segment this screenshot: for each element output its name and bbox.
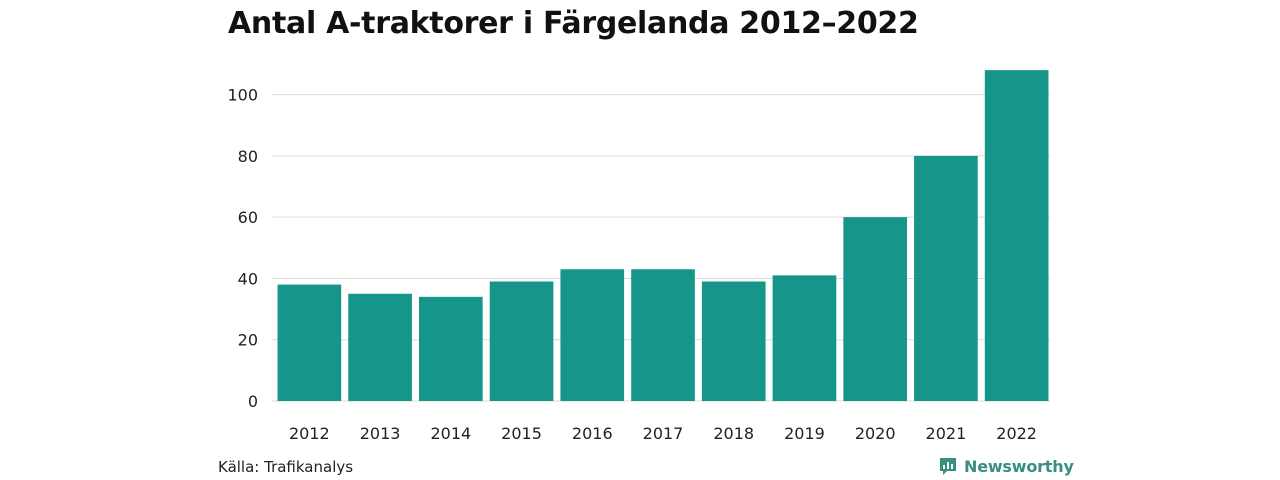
- bar-2019: [772, 275, 837, 401]
- x-tick-label: 2015: [501, 424, 542, 443]
- x-tick-label: 2019: [784, 424, 825, 443]
- x-tick-label: 2013: [360, 424, 401, 443]
- y-axis-tick-labels: 0 20 40 60 80 100: [227, 86, 258, 411]
- bar-2012: [277, 284, 342, 401]
- x-tick-label: 2014: [430, 424, 471, 443]
- bar-2018: [701, 281, 766, 401]
- y-tick-label: 100: [227, 86, 258, 105]
- bar-2013: [348, 293, 412, 401]
- bar-2015: [489, 281, 554, 401]
- x-tick-label: 2022: [996, 424, 1037, 443]
- x-tick-label: 2020: [855, 424, 896, 443]
- x-tick-label: 2021: [926, 424, 967, 443]
- y-tick-label: 60: [238, 208, 258, 227]
- y-tick-label: 40: [238, 269, 258, 288]
- bar-2014: [418, 296, 483, 401]
- bar-2017: [631, 269, 695, 401]
- x-tick-label: 2018: [713, 424, 754, 443]
- x-axis-tick-labels: 2012 2013 2014 2015 2016 2017 2018 2019 2020 2021…: [289, 424, 1037, 443]
- newsworthy-logo-icon: [940, 458, 956, 475]
- source-note: Källa: Trafikanalys: [218, 458, 354, 476]
- x-tick-label: 2017: [643, 424, 684, 443]
- y-tick-label: 0: [248, 392, 258, 411]
- y-tick-label: 80: [238, 147, 258, 166]
- x-tick-label: 2016: [572, 424, 613, 443]
- chart-title: Antal A-traktorer i Färgelanda 2012–2022: [228, 6, 919, 41]
- bar-2020: [843, 217, 908, 401]
- brand-logo: Newsworthy: [938, 456, 1074, 476]
- x-tick-label: 2012: [289, 424, 330, 443]
- y-tick-label: 20: [238, 331, 258, 350]
- bars: [277, 70, 1049, 402]
- bar-2021: [914, 155, 978, 401]
- bar-2022: [984, 70, 1049, 402]
- brand-name: Newsworthy: [964, 456, 1074, 476]
- bar-2016: [560, 269, 625, 401]
